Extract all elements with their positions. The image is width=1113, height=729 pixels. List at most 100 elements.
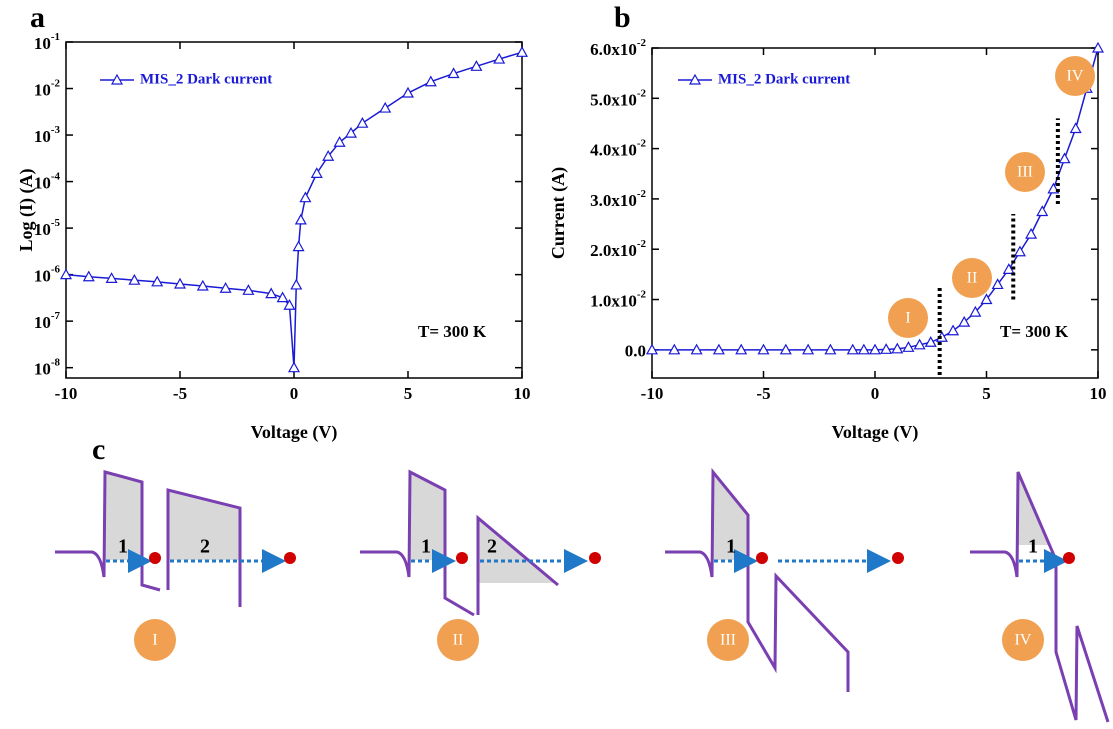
case-badge (1002, 619, 1044, 661)
data-point (802, 343, 815, 355)
legend-label: MIS_2 Dark current (140, 71, 272, 87)
case-badge (437, 619, 479, 661)
tick-base: 3.0x10 (590, 191, 637, 210)
data-point (219, 281, 232, 293)
tick-base: 10 (34, 220, 51, 239)
band-diagram (55, 470, 242, 607)
region-label: II (967, 270, 978, 287)
data-point (265, 287, 278, 299)
tick-base: 10 (34, 173, 51, 192)
data-point (1013, 245, 1026, 257)
panel-label: a (30, 1, 45, 34)
band-diagram (665, 467, 850, 692)
region-label: I (905, 310, 910, 327)
data-point (290, 278, 303, 290)
data-point (880, 343, 893, 354)
data-point (242, 284, 255, 295)
case-label: IV (1015, 632, 1032, 649)
y-tick-label: 10-2 (34, 77, 61, 99)
x-tick-label: 5 (982, 384, 991, 403)
data-point (105, 272, 118, 283)
data-point (379, 101, 392, 113)
electron (456, 552, 468, 564)
tick-exponent: -2 (637, 137, 647, 149)
tick-base: 10 (34, 267, 51, 286)
data-point (824, 343, 837, 355)
x-tick-label: -5 (173, 384, 187, 403)
y-axis-title: Log (I) (A) (16, 169, 37, 252)
y-axis-title: Current (A) (548, 167, 569, 259)
data-point (493, 52, 506, 64)
barrier-label: 2 (487, 536, 497, 558)
tick-exponent: -1 (51, 31, 60, 43)
data-point (344, 126, 358, 138)
barrier-label: 1 (421, 536, 431, 558)
data-point (1036, 205, 1049, 217)
y-tick-label: 10-7 (34, 310, 61, 332)
data-point (902, 341, 915, 352)
region-badge (952, 258, 992, 298)
data-point (287, 361, 301, 373)
region-badge (1055, 56, 1095, 96)
data-point (294, 213, 307, 225)
region-badge (1005, 152, 1045, 192)
tick-exponent: -7 (51, 310, 61, 322)
tick-base: 1.0x10 (590, 291, 637, 310)
data-point (356, 116, 369, 128)
data-point (913, 338, 926, 350)
y-tick-label: 10-8 (34, 356, 61, 378)
data-point (779, 343, 792, 355)
y-tick-label: 0.0 (625, 342, 646, 361)
tick-base: 2.0x10 (590, 241, 637, 260)
legend-marker (110, 73, 124, 85)
data-point (515, 46, 529, 57)
series-line (652, 47, 1099, 351)
annotation: T= 300 K (1000, 322, 1069, 341)
data-point (868, 343, 882, 355)
data-point (991, 278, 1004, 290)
x-tick-label: 0 (290, 384, 299, 403)
legend-label: MIS_2 Dark current (718, 71, 850, 87)
case-label: III (720, 632, 736, 649)
data-point (735, 343, 748, 355)
barrier-label: 1 (118, 536, 128, 558)
electron (284, 552, 296, 564)
electron (589, 552, 601, 564)
y-tick-label: 1.0x10-2 (590, 288, 646, 310)
region-badge (888, 298, 928, 338)
x-axis-title: Voltage (V) (251, 422, 338, 443)
tick-exponent: -3 (51, 124, 61, 136)
tick-exponent: -2 (637, 288, 647, 300)
tick-base: 10 (34, 360, 51, 379)
tick-exponent: -2 (637, 238, 647, 250)
data-point (322, 150, 335, 161)
tick-base: 4.0x10 (590, 141, 637, 160)
region-label: III (1017, 164, 1033, 181)
data-point (846, 343, 859, 355)
y-tick-label: 10-1 (34, 31, 60, 53)
electron (1063, 552, 1075, 564)
case-badge (707, 619, 749, 661)
tick-base: 10 (34, 127, 51, 146)
electron (892, 552, 904, 564)
data-point (947, 324, 960, 336)
data-point (1058, 152, 1071, 164)
case-badge (134, 619, 176, 661)
band-diagram (360, 469, 559, 617)
x-axis-title: Voltage (V) (832, 422, 919, 443)
y-tick-label: 6.0x10-2 (590, 37, 646, 59)
y-tick-label: 10-5 (34, 217, 61, 239)
data-point (333, 136, 346, 147)
data-point (173, 277, 187, 289)
data-point (470, 60, 483, 71)
y-tick-label: 3.0x10-2 (590, 187, 646, 209)
data-point (757, 343, 770, 355)
data-point (668, 343, 681, 355)
tick-base: 10 (34, 80, 51, 99)
data-point (712, 343, 725, 355)
tick-exponent: -4 (51, 170, 61, 182)
data-point (980, 293, 993, 305)
series-line (65, 51, 523, 368)
x-tick-label: 10 (514, 384, 531, 403)
